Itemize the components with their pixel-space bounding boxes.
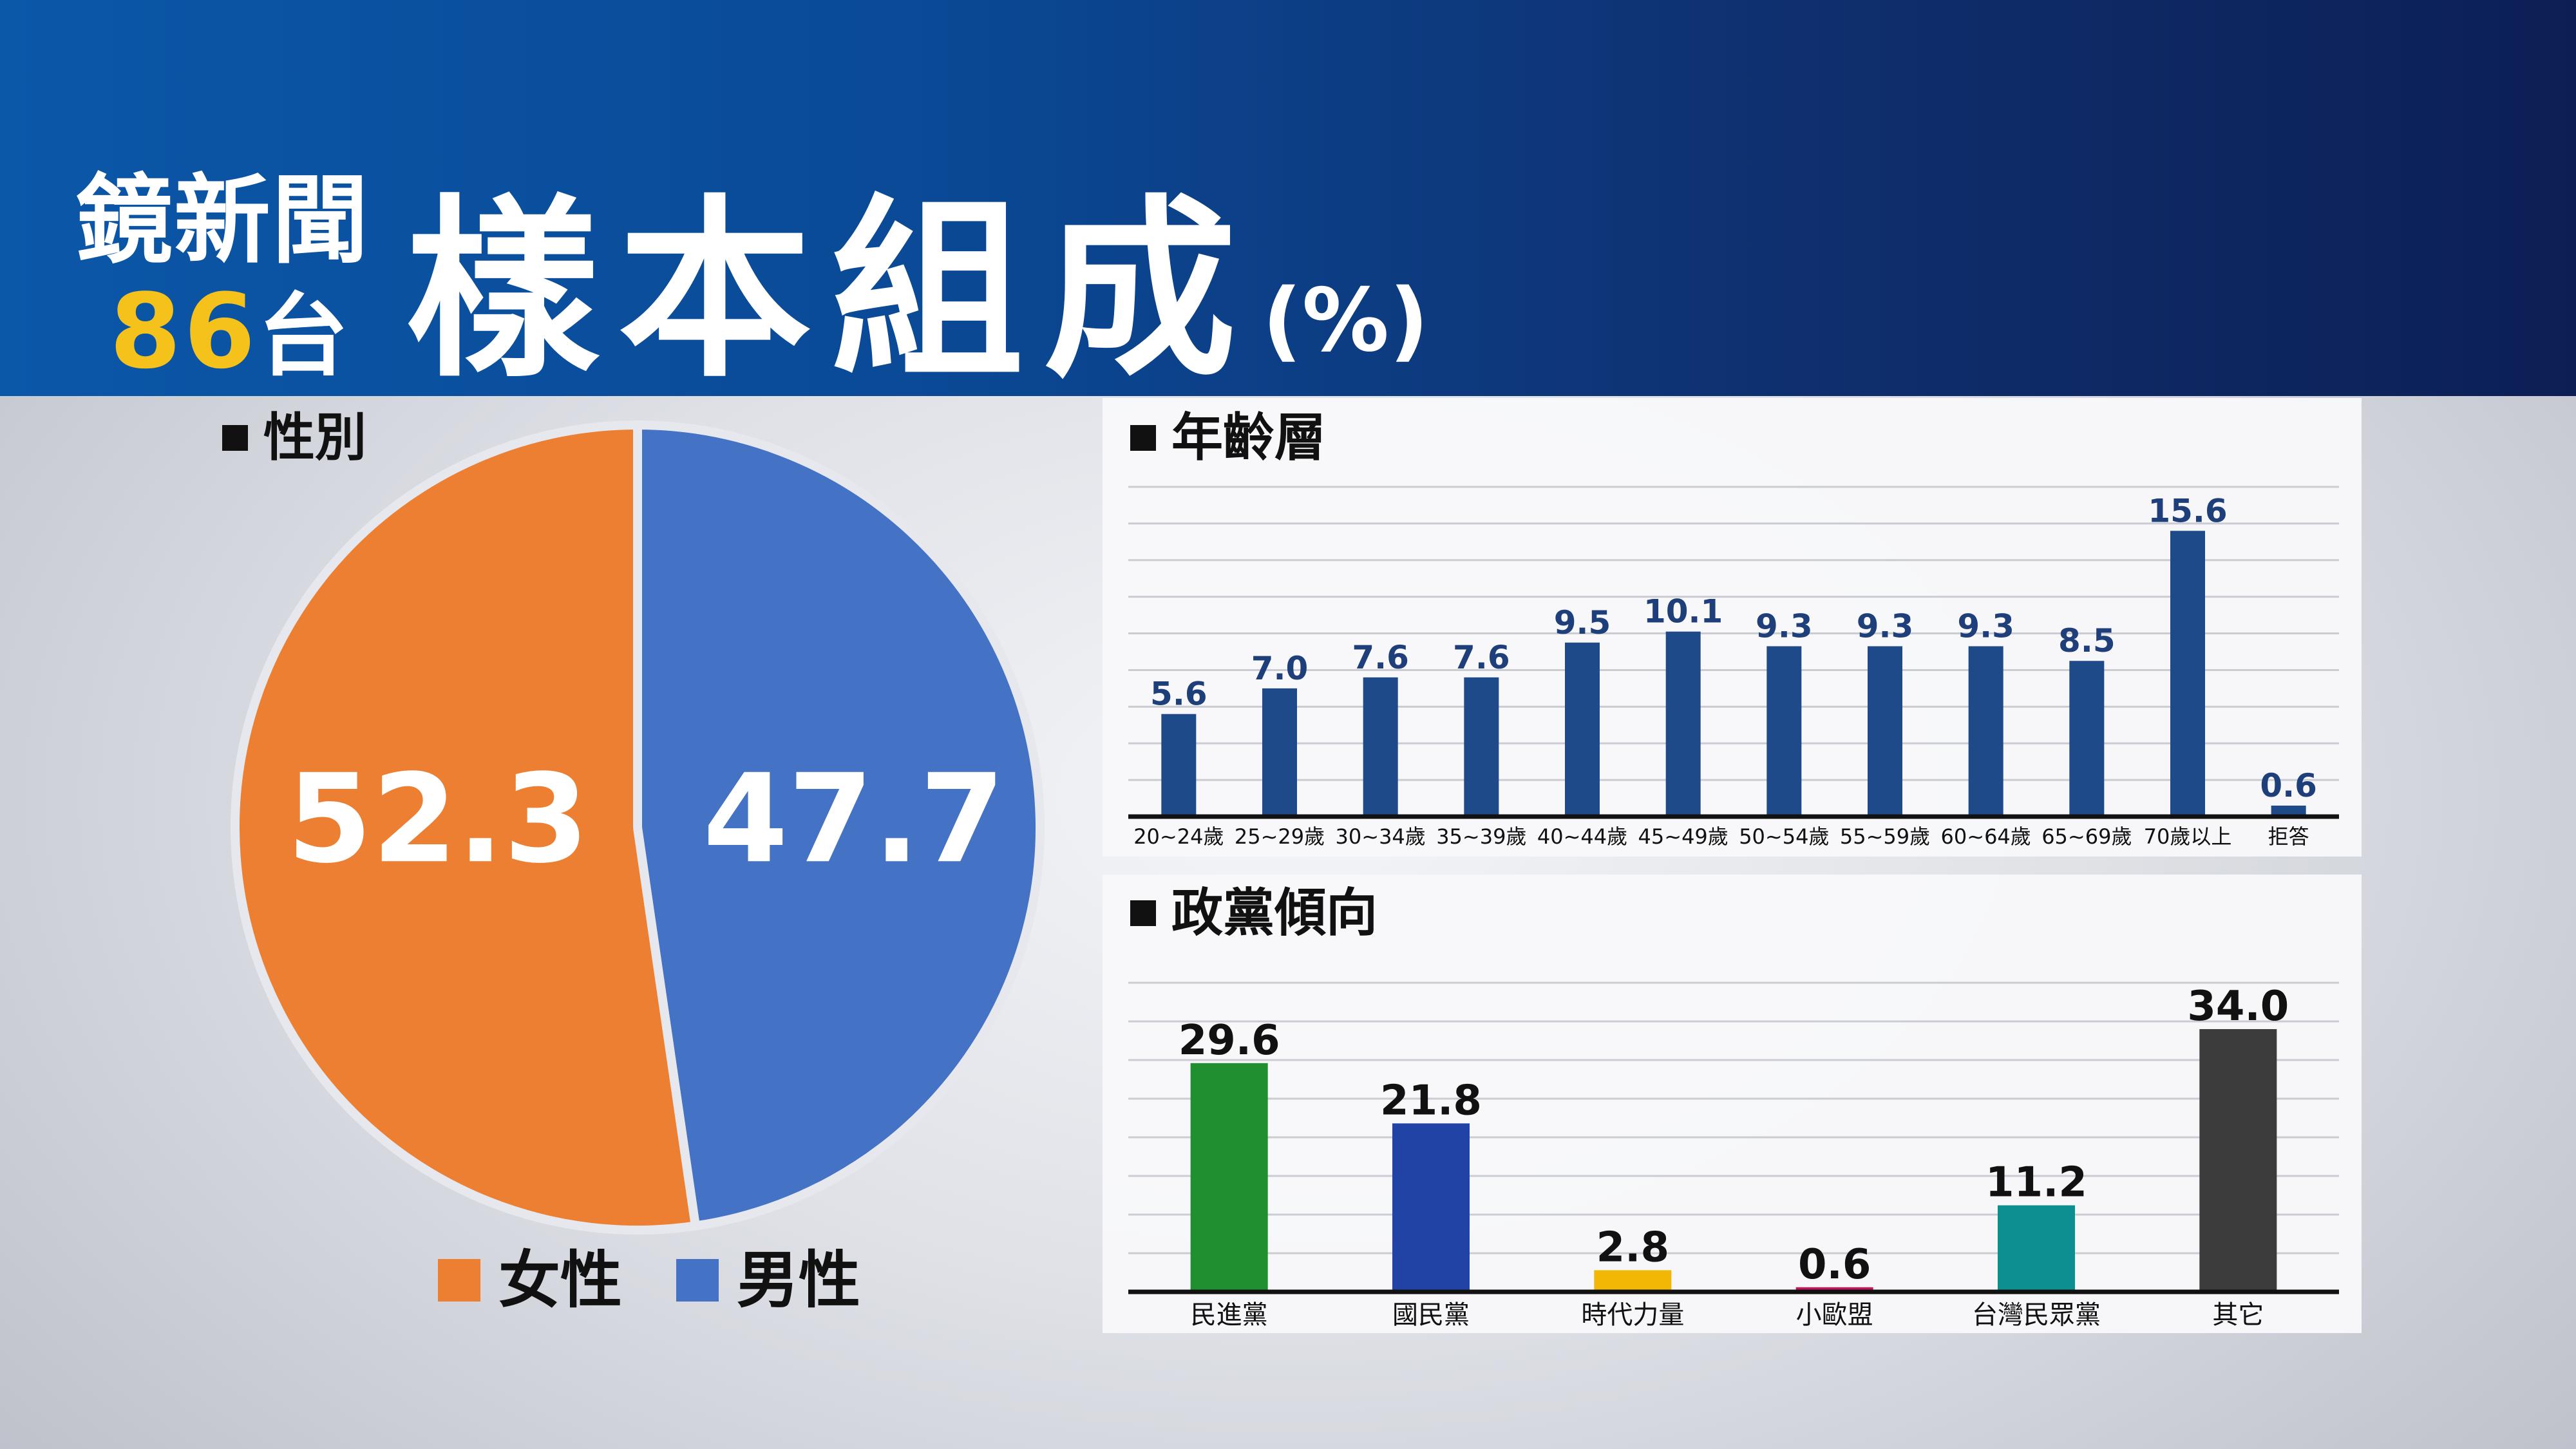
bar-value-label: 0.6 bbox=[1798, 1241, 1871, 1289]
bar bbox=[1795, 1287, 1873, 1292]
bar-value-label: 10.1 bbox=[1643, 593, 1723, 630]
gender-pie-chart: 52.3 47.7 bbox=[231, 420, 1045, 1235]
bar-value-label: 7.0 bbox=[1251, 650, 1309, 687]
gender-title-text: 性別 bbox=[263, 408, 366, 468]
legend-male-label: 男性 bbox=[737, 1244, 860, 1316]
bar-value-label: 9.5 bbox=[1554, 604, 1611, 641]
logo-text: 鏡新聞 bbox=[76, 165, 370, 277]
category-label: 台灣民眾黨 bbox=[1972, 1300, 2101, 1330]
logo-channel-suffix: 台 bbox=[258, 284, 351, 389]
bar-value-label: 15.6 bbox=[2148, 492, 2227, 529]
category-label: 55~59歲 bbox=[1840, 824, 1930, 849]
bar-value-label: 7.6 bbox=[1453, 639, 1510, 676]
category-label: 小歐盟 bbox=[1796, 1300, 1873, 1330]
category-label: 拒答 bbox=[2268, 824, 2309, 849]
category-label: 時代力量 bbox=[1581, 1300, 1684, 1330]
header-banner: 鏡新聞 86台 樣本組成 (%) bbox=[0, 0, 2576, 396]
bar bbox=[2170, 531, 2205, 817]
bar-value-label: 21.8 bbox=[1380, 1077, 1482, 1124]
category-label: 20~24歲 bbox=[1133, 824, 1224, 849]
bar bbox=[2199, 1029, 2277, 1292]
bar-value-label: 11.2 bbox=[1985, 1159, 2087, 1207]
bar-value-label: 9.3 bbox=[1756, 607, 1813, 645]
bar-value-label: 8.5 bbox=[2058, 622, 2116, 659]
category-label: 其它 bbox=[2212, 1300, 2264, 1330]
bar bbox=[1868, 646, 1902, 817]
party-bar-chart: 29.6 民進黨 21.8 國民黨 2.8 時代力量 0.6 小歐盟 11.2 台灣民眾黨 34.0… bbox=[1128, 981, 2339, 1330]
bar-value-label: 29.6 bbox=[1179, 1017, 1280, 1065]
category-label: 民進黨 bbox=[1191, 1300, 1268, 1330]
bar-value-label: 34.0 bbox=[2187, 983, 2289, 1030]
party-section-title: 政黨傾向 bbox=[1130, 887, 1378, 939]
age-section-title: 年齡層 bbox=[1130, 412, 1326, 464]
pie-slice-male bbox=[633, 420, 1045, 1231]
age-title-text: 年齡層 bbox=[1171, 408, 1326, 468]
pie-slice-female bbox=[231, 420, 701, 1235]
category-label: 70歲以上 bbox=[2144, 824, 2232, 849]
bar-value-label: 2.8 bbox=[1596, 1224, 1669, 1271]
bar-value-label: 9.3 bbox=[1957, 607, 2014, 645]
bar bbox=[1565, 642, 1600, 817]
party-panel bbox=[1103, 875, 2362, 1333]
legend-female-label: 女性 bbox=[498, 1244, 622, 1316]
bar-value-label: 5.6 bbox=[1150, 676, 1208, 713]
bar bbox=[2069, 661, 2105, 817]
legend-female: 女性 bbox=[438, 1249, 622, 1311]
male-swatch bbox=[676, 1259, 719, 1302]
bar-value-label: 9.3 bbox=[1857, 607, 1914, 645]
bar bbox=[1262, 688, 1297, 817]
bar bbox=[1363, 677, 1398, 817]
square-bullet-icon bbox=[222, 425, 248, 451]
page-title: 樣本組成 bbox=[406, 176, 1256, 403]
party-title-text: 政黨傾向 bbox=[1171, 883, 1378, 943]
category-label: 25~29歲 bbox=[1235, 824, 1325, 849]
bar bbox=[2271, 805, 2306, 817]
bar bbox=[1161, 714, 1197, 817]
category-label: 35~39歲 bbox=[1436, 824, 1526, 849]
square-bullet-icon bbox=[1130, 425, 1156, 451]
category-label: 65~69歲 bbox=[2041, 824, 2132, 849]
age-bar-chart: 5.6 20~24歲 7.0 25~29歲 7.6 30~34歲 7.6 35~39歲 9.5 4… bbox=[1128, 486, 2339, 849]
legend-male: 男性 bbox=[676, 1249, 860, 1311]
category-label: 30~34歲 bbox=[1336, 824, 1426, 849]
square-bullet-icon bbox=[1130, 900, 1156, 926]
bar bbox=[1766, 646, 1802, 817]
pie-label-male: 47.7 bbox=[703, 748, 1005, 890]
bar bbox=[1594, 1270, 1672, 1292]
bar bbox=[1392, 1123, 1470, 1292]
category-label: 60~64歲 bbox=[1941, 824, 2031, 849]
category-label: 45~49歲 bbox=[1638, 824, 1728, 849]
category-label: 國民黨 bbox=[1392, 1300, 1470, 1330]
category-label: 50~54歲 bbox=[1739, 824, 1829, 849]
title-unit: (%) bbox=[1262, 270, 1429, 371]
bar bbox=[1998, 1205, 2075, 1292]
bar bbox=[1464, 677, 1499, 817]
bar bbox=[1665, 631, 1701, 817]
logo-channel-number: 86 bbox=[109, 271, 258, 392]
bar-value-label: 0.6 bbox=[2260, 767, 2317, 804]
bar-value-label: 7.6 bbox=[1352, 639, 1409, 676]
logo-channel: 86台 bbox=[109, 280, 351, 383]
bar bbox=[1190, 1063, 1268, 1292]
bar bbox=[1968, 646, 2003, 817]
gender-section-title: 性別 bbox=[222, 412, 366, 464]
category-label: 40~44歲 bbox=[1537, 824, 1627, 849]
pie-label-female: 52.3 bbox=[287, 748, 589, 890]
female-swatch bbox=[438, 1259, 480, 1302]
